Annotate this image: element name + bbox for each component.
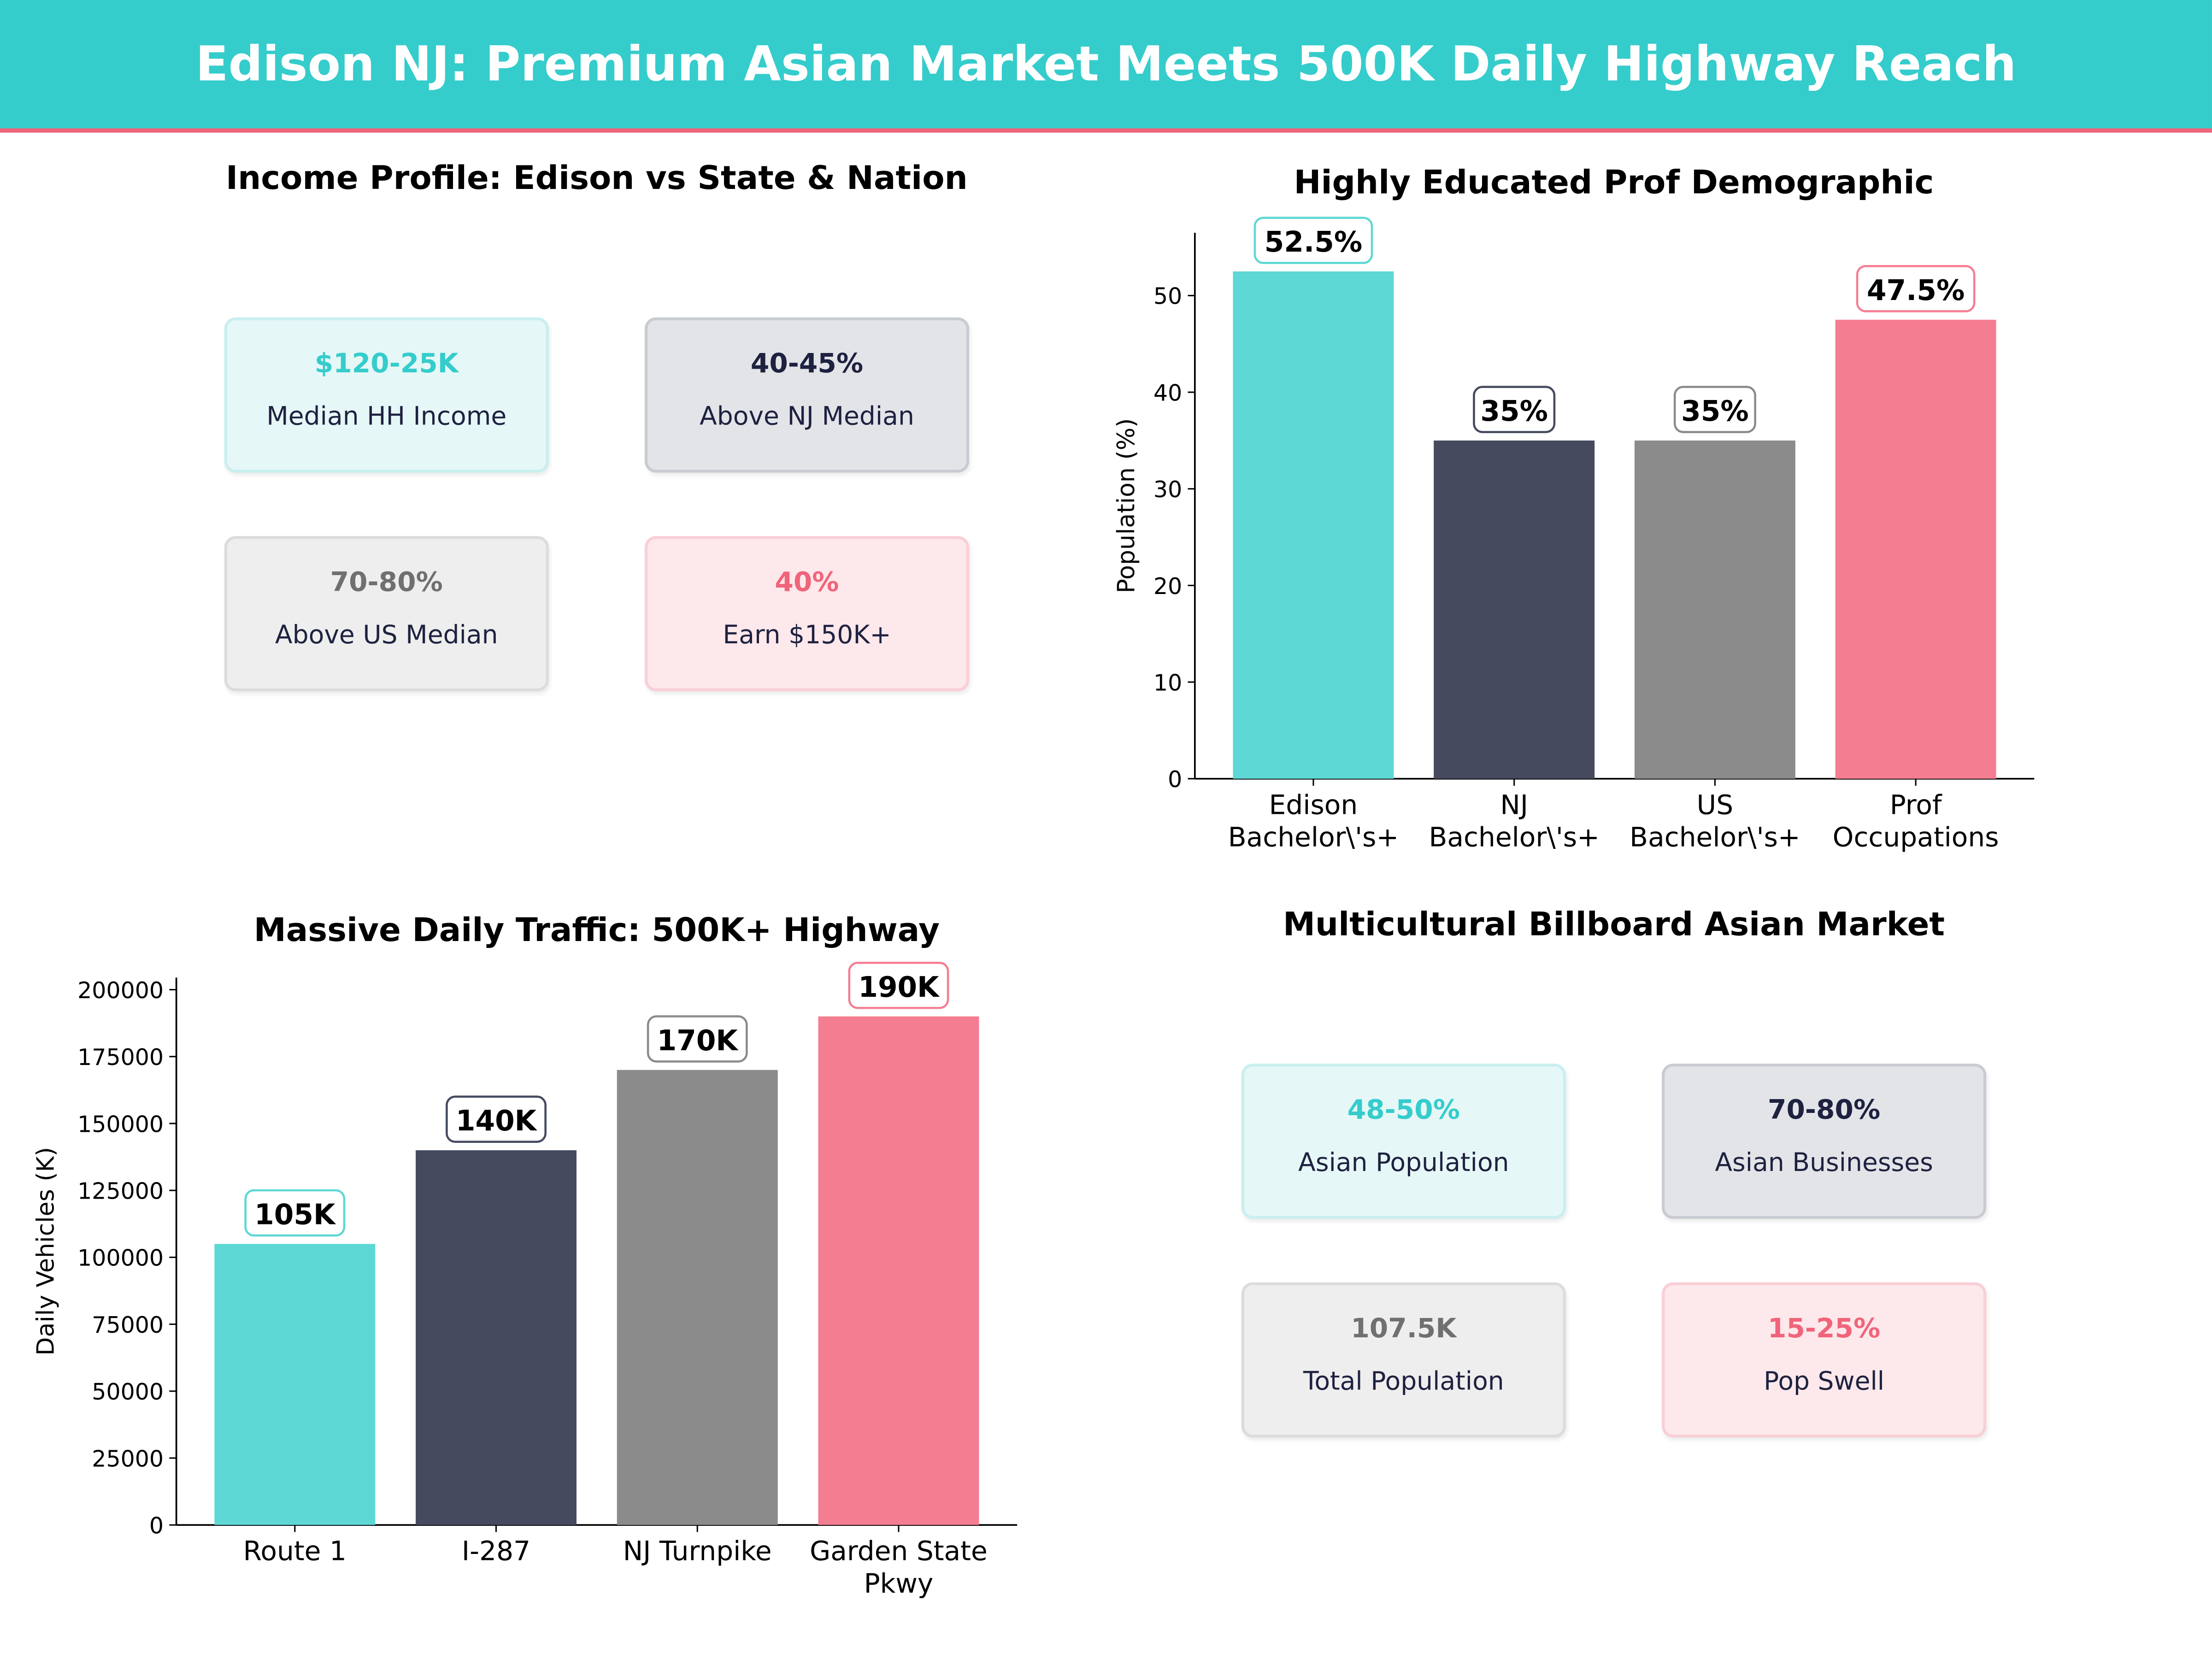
stat-label: Asian Businesses xyxy=(1715,1148,1933,1178)
page-title: Edison NJ: Premium Asian Market Meets 50… xyxy=(195,36,2017,93)
y-tick-label: 25000 xyxy=(92,1446,164,1472)
bar xyxy=(1233,271,1394,779)
y-tick-label: 20 xyxy=(1153,573,1182,600)
stat-card: 70-80% Above US Median xyxy=(224,536,549,691)
stat-value: 70-80% xyxy=(1767,1094,1881,1126)
data-label-box xyxy=(848,962,949,1009)
stat-card: 15-25% Pop Swell xyxy=(1662,1282,1987,1438)
stat-label: Median HH Income xyxy=(266,402,507,432)
chart-title: Massive Daily Traffic: 500K+ Highway xyxy=(254,911,940,949)
y-tick-label: 200000 xyxy=(77,977,164,1004)
stat-label: Asian Population xyxy=(1298,1148,1509,1178)
y-tick-label: 0 xyxy=(1168,766,1182,793)
stat-value: 48-50% xyxy=(1347,1094,1460,1126)
data-label: 35% xyxy=(1681,395,1749,428)
x-tick-label: Bachelor\'s+ xyxy=(1630,822,1800,853)
data-label: 190K xyxy=(858,971,940,1004)
stat-label: Above US Median xyxy=(275,620,498,651)
stat-label: Total Population xyxy=(1303,1367,1504,1397)
x-tick-label: Edison xyxy=(1269,789,1358,820)
y-tick-label: 0 xyxy=(149,1513,164,1539)
x-tick-label: I-287 xyxy=(462,1535,530,1567)
data-label: 47.5% xyxy=(1867,274,1965,307)
y-tick-label: 175000 xyxy=(77,1044,164,1071)
stat-card: 40% Earn $150K+ xyxy=(644,536,970,691)
y-tick-label: 100000 xyxy=(77,1245,164,1271)
data-label: 170K xyxy=(657,1024,739,1057)
bar xyxy=(416,1150,577,1525)
bar xyxy=(617,1070,778,1525)
stat-value: 40% xyxy=(775,567,839,598)
stat-label: Above NJ Median xyxy=(700,402,914,432)
stat-card: 48-50% Asian Population xyxy=(1241,1064,1566,1219)
stat-value: 70-80% xyxy=(330,567,443,598)
x-tick-label: Prof xyxy=(1890,789,1942,820)
x-tick-label: Bachelor\'s+ xyxy=(1429,822,1599,853)
y-tick-label: 50 xyxy=(1153,283,1182,310)
data-label-box xyxy=(1253,217,1373,264)
stat-card: 107.5K Total Population xyxy=(1241,1282,1566,1438)
x-tick-label: Bachelor\'s+ xyxy=(1228,822,1399,853)
y-tick-label: 30 xyxy=(1153,477,1182,503)
y-tick-label: 10 xyxy=(1153,670,1182,696)
bar xyxy=(1634,440,1795,779)
y-tick-label: 150000 xyxy=(77,1111,164,1137)
y-tick-label: 40 xyxy=(1153,380,1182,406)
header-banner: Edison NJ: Premium Asian Market Meets 50… xyxy=(0,0,2212,133)
y-axis-label: Daily Vehicles (K) xyxy=(32,1147,59,1356)
bar xyxy=(1434,440,1595,779)
x-tick-label: Occupations xyxy=(1833,822,1999,853)
y-tick-label: 50000 xyxy=(92,1379,164,1405)
stat-value: 15-25% xyxy=(1767,1313,1881,1345)
stat-value: $120-25K xyxy=(314,348,459,380)
stat-label: Earn $150K+ xyxy=(723,620,891,651)
y-tick-label: 125000 xyxy=(77,1178,164,1205)
x-tick-label: Route 1 xyxy=(243,1535,347,1567)
x-tick-label: Garden State xyxy=(810,1535,988,1567)
chart-title: Highly Educated Prof Demographic xyxy=(1294,163,1934,201)
income-panel-title: Income Profile: Edison vs State & Nation xyxy=(225,160,968,198)
stat-card: 70-80% Asian Businesses xyxy=(1662,1064,1987,1219)
data-label: 52.5% xyxy=(1265,226,1362,259)
data-label-box xyxy=(244,1189,346,1237)
stat-card: 40-45% Above NJ Median xyxy=(644,317,970,473)
x-tick-label: NJ Turnpike xyxy=(623,1535,772,1567)
stat-card: $120-25K Median HH Income xyxy=(224,317,549,473)
data-label-box xyxy=(1473,386,1556,433)
stat-label: Pop Swell xyxy=(1764,1367,1885,1397)
x-tick-label: Pkwy xyxy=(864,1568,934,1599)
data-label-box xyxy=(1673,386,1756,433)
market-panel-title: Multicultural Billboard Asian Market xyxy=(1282,907,1945,944)
bar xyxy=(818,1016,979,1525)
bar xyxy=(214,1244,376,1525)
data-label-box xyxy=(647,1015,748,1063)
data-label: 105K xyxy=(254,1198,336,1231)
x-tick-label: US xyxy=(1697,789,1733,820)
stat-value: 107.5K xyxy=(1351,1313,1457,1345)
data-label: 140K xyxy=(456,1105,538,1137)
data-label-box xyxy=(1856,265,1976,312)
bar xyxy=(1835,319,1996,779)
y-tick-label: 75000 xyxy=(92,1312,164,1338)
y-axis-label: Population (%) xyxy=(1112,418,1140,593)
data-label: 35% xyxy=(1480,395,1548,428)
stat-value: 40-45% xyxy=(750,348,864,380)
x-tick-label: NJ xyxy=(1500,789,1528,820)
data-label-box xyxy=(446,1095,547,1143)
